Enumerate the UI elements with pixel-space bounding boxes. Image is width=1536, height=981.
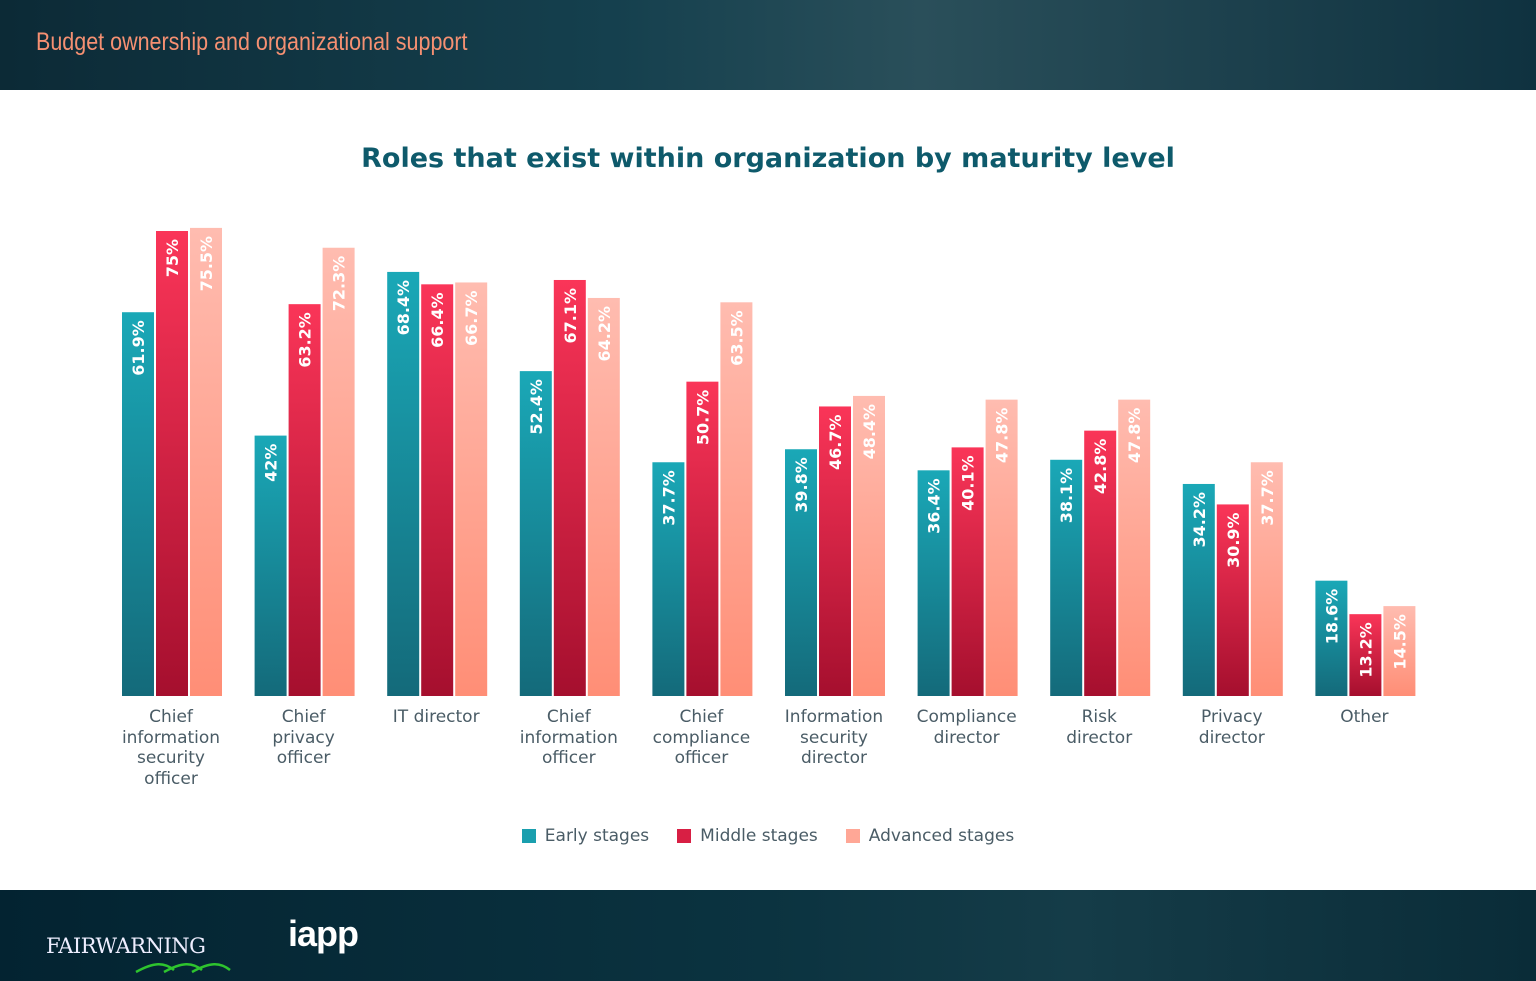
bar [322,247,355,697]
legend-label: Early stages [544,826,650,846]
bar [1349,614,1382,696]
bar [519,371,552,696]
header-banner: Budget ownership and organizational supp… [0,0,1536,90]
bar [122,312,154,696]
data-label: 63.5% [727,310,746,366]
bar [587,297,620,696]
data-label: 13.2% [1356,622,1375,678]
category-label: Chief compliance officer [652,707,751,768]
data-label: 68.4% [394,280,413,336]
category-label: Risk director [1066,707,1133,748]
data-label: 14.5% [1390,614,1409,670]
data-label: 72.3% [330,256,349,312]
legend-label: Advanced stages [868,826,1015,846]
data-label: 30.9% [1224,512,1243,568]
bar [254,435,287,696]
category-label: Chief information security officer [121,707,221,789]
legend-item-early: Early stages [521,826,650,846]
bar [720,302,753,696]
bar [288,304,321,696]
bar [951,447,984,696]
data-label: 37.7% [659,470,678,526]
data-label: 38.1% [1057,468,1076,524]
bar [985,399,1018,696]
data-label: 36.4% [925,478,944,534]
bar [1216,504,1249,696]
data-label: 47.8% [1125,408,1144,464]
data-label: 34.2% [1190,492,1209,548]
bar [1084,430,1117,696]
legend-label: Middle stages [700,826,818,846]
data-label: 37.7% [1258,470,1277,526]
bar [156,231,188,696]
iapp-logo: iapp [288,913,359,954]
data-label: 63.2% [296,312,315,368]
data-label: 48.4% [860,404,879,460]
fairwarning-logo: FairWarning [46,934,231,974]
bar [785,449,817,696]
legend-item-advanced: Advanced stages [845,826,1015,846]
chart-title: Roles that exist within organization by … [361,143,1175,174]
bar [553,279,586,696]
data-label: 66.4% [428,292,447,348]
data-label: 18.6% [1322,589,1341,645]
data-label: 39.8% [792,457,811,513]
bar [1118,399,1151,696]
data-label: 47.8% [993,408,1012,464]
bar [190,227,222,696]
category-label: Other [1340,707,1389,727]
category-label: Compliance director [916,707,1017,748]
footer-banner [0,890,1536,981]
category-label: Information security director [784,707,884,768]
bar [917,470,950,696]
data-label: 46.7% [826,414,845,470]
bar [686,381,719,696]
data-label: 52.4% [527,379,546,435]
category-label: Chief information officer [519,707,618,768]
bar [387,271,420,696]
data-label: 50.7% [693,390,712,446]
bar [455,282,488,696]
wave-icon [135,963,231,974]
category-label: Privacy director [1198,707,1265,748]
section-title: Budget ownership and organizational supp… [36,28,468,56]
data-label: 42.8% [1091,439,1110,495]
data-label: 67.1% [561,288,580,344]
bar [1050,459,1083,696]
bar [819,406,851,696]
bar [1315,580,1348,696]
legend-swatch [677,829,692,843]
bar [1383,606,1416,696]
legend-item-middle: Middle stages [677,826,818,846]
bar [853,395,885,696]
data-label: 64.2% [595,306,614,362]
data-label: 42% [262,444,281,482]
bar [1250,462,1283,696]
bar [652,462,685,696]
bar [421,284,454,696]
category-label: IT director [392,707,480,727]
data-label: 75.5% [197,236,216,292]
data-label: 40.1% [959,455,978,511]
category-label: Chief privacy officer [272,707,335,768]
data-label: 61.9% [129,320,148,376]
legend: Early stages Middle stages Advanced stag… [0,826,1536,846]
legend-swatch [521,829,536,843]
bar [1182,483,1215,696]
legend-swatch [845,829,860,843]
data-label: 75% [163,239,182,277]
data-label: 66.7% [462,290,481,346]
